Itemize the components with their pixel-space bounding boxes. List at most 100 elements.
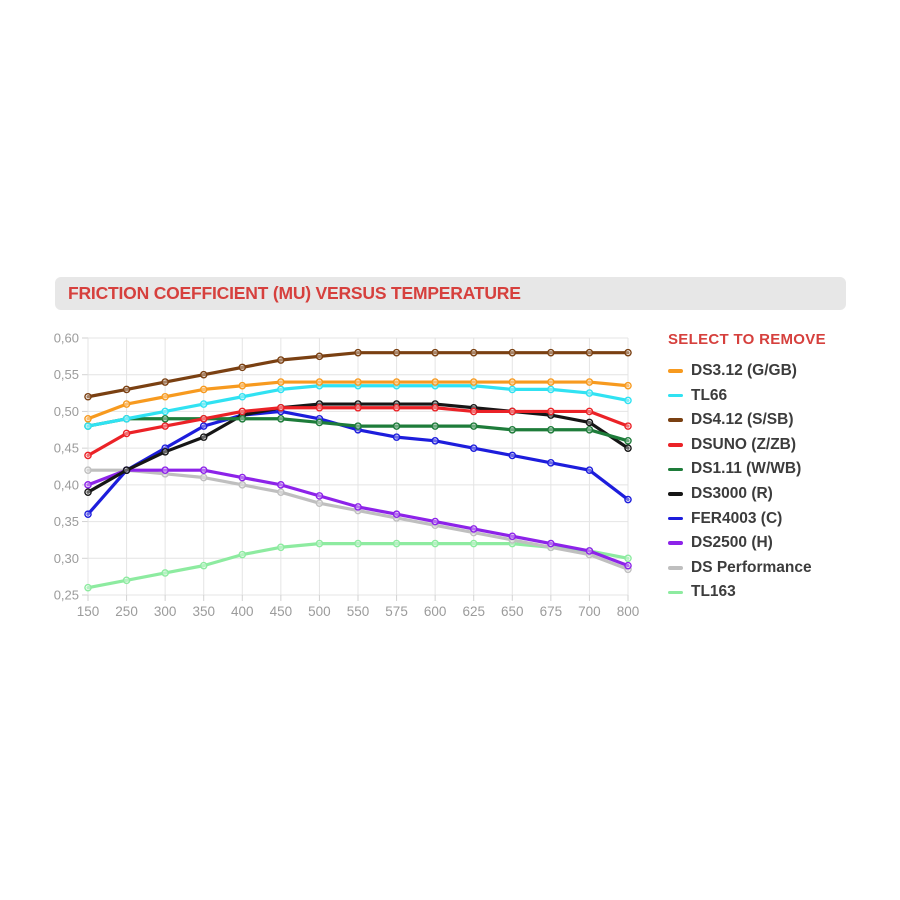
series-ds3-12-g-gb xyxy=(84,378,632,423)
series-point xyxy=(624,422,632,430)
legend-item-label: DS3.12 (G/GB) xyxy=(691,362,797,379)
legend-item-label: DS3000 (R) xyxy=(691,484,773,502)
series-point xyxy=(547,459,555,467)
series-point xyxy=(122,400,131,408)
series-point xyxy=(199,433,208,441)
series-point xyxy=(547,348,555,357)
series-point xyxy=(624,348,632,357)
series-point xyxy=(354,503,362,511)
series-point xyxy=(199,400,208,408)
series-point xyxy=(199,561,208,570)
legend-item-label: DS2500 (H) xyxy=(691,534,773,552)
series-line xyxy=(86,468,630,568)
series-point xyxy=(508,385,517,394)
legend-item-dsuno-z-zb[interactable]: DSUNO (Z/ZB) xyxy=(668,436,868,453)
series-point xyxy=(469,422,478,430)
series-point xyxy=(315,499,324,508)
series-point xyxy=(624,437,632,445)
series-point xyxy=(238,414,247,423)
legend-swatch xyxy=(668,467,683,472)
series-point xyxy=(392,433,401,441)
series-point xyxy=(315,539,324,548)
series-point xyxy=(431,539,439,548)
legend-item-ds3000-r[interactable]: DS3000 (R) xyxy=(668,484,868,502)
series-point xyxy=(277,356,285,364)
legend-swatch xyxy=(668,369,683,373)
series-point xyxy=(161,569,169,577)
legend-item-ds3-12-g-gb[interactable]: DS3.12 (G/GB) xyxy=(668,362,868,379)
series-line xyxy=(86,406,630,458)
series-point xyxy=(122,466,131,474)
series-point xyxy=(469,348,478,357)
y-tick-label: 0,40 xyxy=(54,477,79,492)
legend-item-ds1-11-w-wb[interactable]: DS1.11 (W/WB) xyxy=(668,460,868,478)
series-point xyxy=(547,385,555,394)
series-point xyxy=(469,525,478,533)
series-point xyxy=(199,422,208,430)
series-point xyxy=(161,407,169,416)
series-point xyxy=(84,392,92,401)
series-point xyxy=(624,444,632,452)
legend-item-label: DS4.12 (S/SB) xyxy=(691,411,794,429)
legend-item-tl163[interactable]: TL163 xyxy=(668,583,868,601)
series-point xyxy=(238,392,247,401)
series-point xyxy=(469,444,478,452)
series-point xyxy=(84,510,92,519)
series-point xyxy=(508,407,517,416)
series-point xyxy=(315,403,324,412)
series-point xyxy=(508,348,517,357)
series-point xyxy=(354,348,362,357)
series-point xyxy=(392,348,401,357)
series-point xyxy=(84,422,92,430)
legend-item-tl66[interactable]: TL66 xyxy=(668,386,868,404)
series-point xyxy=(585,407,594,416)
series-point xyxy=(431,422,439,430)
legend-swatch xyxy=(668,566,683,570)
y-tick-label: 0,35 xyxy=(54,514,79,529)
legend-item-label: TL66 xyxy=(691,386,728,404)
series-point xyxy=(585,425,594,434)
series-point xyxy=(277,543,285,552)
legend-item-ds-performance[interactable]: DS Performance xyxy=(668,559,868,576)
series-point xyxy=(392,539,401,548)
series-point xyxy=(161,466,169,474)
series-point xyxy=(315,378,324,386)
legend-item-ds4-12-s-sb[interactable]: DS4.12 (S/SB) xyxy=(668,411,868,429)
x-tick-label: 800 xyxy=(617,604,640,619)
legend-item-label: DS1.11 (W/WB) xyxy=(691,460,802,478)
x-tick-label: 600 xyxy=(424,604,447,619)
x-tick-label: 350 xyxy=(192,604,215,619)
x-tick-label: 450 xyxy=(270,604,293,619)
series-point xyxy=(161,392,169,401)
series-point xyxy=(624,561,632,570)
legend-swatch xyxy=(668,418,683,422)
series-point xyxy=(315,352,324,361)
series-point xyxy=(547,378,555,386)
series-point xyxy=(315,492,324,500)
chart-title-bar: FRICTION COEFFICIENT (MU) VERSUS TEMPERA… xyxy=(55,277,846,310)
series-point xyxy=(199,370,208,379)
legend-swatch xyxy=(668,541,683,545)
series-point xyxy=(277,403,285,412)
series-point xyxy=(469,407,478,416)
series-point xyxy=(238,407,247,416)
legend-item-label: TL163 xyxy=(691,583,736,601)
series-point xyxy=(238,363,247,372)
series-point xyxy=(431,517,439,526)
legend-swatch xyxy=(668,516,683,521)
series-point xyxy=(161,378,169,386)
series-point xyxy=(122,576,131,585)
series-point xyxy=(585,389,594,397)
series-point xyxy=(161,422,169,430)
legend-item-fer4003-c[interactable]: FER4003 (C) xyxy=(668,510,868,527)
legend-item-ds2500-h[interactable]: DS2500 (H) xyxy=(668,534,868,552)
series-ds1-11-w-wb xyxy=(84,414,632,445)
series-point xyxy=(199,385,208,394)
legend-swatch xyxy=(668,443,683,447)
series-point xyxy=(585,547,594,555)
y-grid: 0,60 0,55 0,50 0,45 0,40 0,35 0,30 0,25 xyxy=(54,331,628,603)
series-point xyxy=(392,510,401,519)
series-point xyxy=(84,583,92,592)
